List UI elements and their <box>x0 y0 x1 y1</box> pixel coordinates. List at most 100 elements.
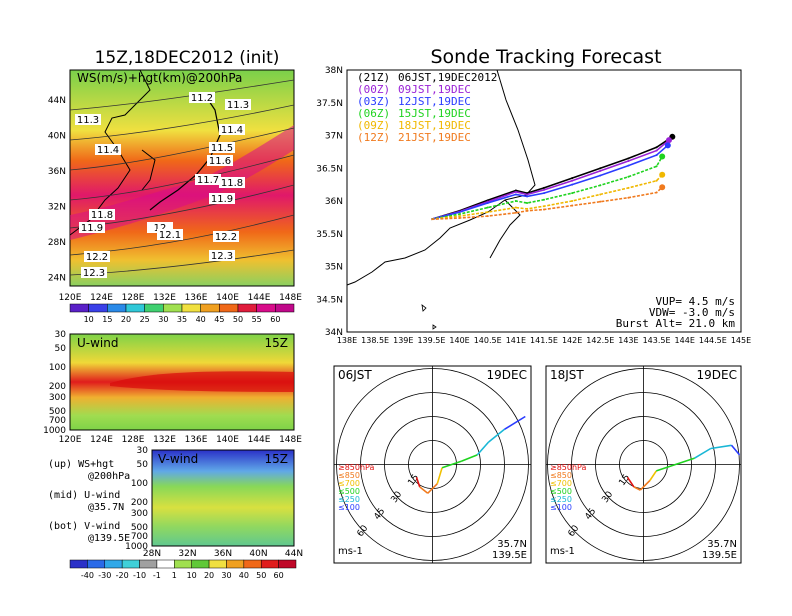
contour-label: 11.6 <box>207 155 233 167</box>
track-point <box>458 215 461 218</box>
wind-colorbar-tick: 10 <box>187 571 197 580</box>
legend-note: (mid) U-wind@35.7N <box>48 490 124 513</box>
track-point <box>514 206 517 209</box>
hodograph-segment <box>441 460 462 469</box>
track-lon-tick: 144.5E <box>699 336 727 345</box>
svg-text:11.7: 11.7 <box>197 175 219 186</box>
hodograph-level-legend: ≤250 <box>550 495 572 504</box>
uwind-pressure-tick: 300 <box>49 393 66 403</box>
track-lat-tick: 37N <box>325 132 343 142</box>
map-lat-tick: 28N <box>48 238 66 248</box>
hodograph-segment <box>649 470 657 481</box>
hodograph-segment <box>730 444 741 456</box>
vwind-time: 15Z <box>265 452 289 466</box>
svg-text:11.9: 11.9 <box>211 194 233 205</box>
uwind-lon-tick: 140E <box>216 435 239 445</box>
contour-label: 12 <box>147 222 173 234</box>
track-point <box>659 171 666 178</box>
contour-label: 12.3 <box>209 250 235 262</box>
ws-colorbar-tick: 60 <box>270 315 280 324</box>
track-point <box>514 211 517 214</box>
track-legend-entry: (12Z) 21JST,19DEC <box>357 131 471 144</box>
track-point <box>655 165 658 168</box>
contour-label: 11.9 <box>209 193 235 205</box>
track-lon-tick: 142E <box>562 336 582 345</box>
track-point <box>526 209 529 212</box>
wind-colorbar-tick: 20 <box>204 571 214 580</box>
vwind-pressure-tick: 500 <box>131 523 148 533</box>
track-point <box>486 215 489 218</box>
coastline-japan <box>149 94 221 211</box>
svg-text:12.2: 12.2 <box>215 232 237 243</box>
map-lon-tick: 140E <box>216 293 239 303</box>
wind-colorbar-cell <box>278 559 297 569</box>
track-lon-tick: 141E <box>506 336 526 345</box>
track-lon-tick: 142.5E <box>586 336 614 345</box>
wind-colorbar-tick: 30 <box>221 571 231 580</box>
wind-colorbar-tick: -1 <box>153 571 161 580</box>
track-legend-entry: (21Z) 06JST,19DEC2012 <box>357 71 497 84</box>
map-lon-tick: 128E <box>122 293 145 303</box>
track-point <box>659 184 666 191</box>
vwind-lat-tick: 40N <box>249 549 267 559</box>
track-lat-tick: 34N <box>325 328 343 338</box>
svg-text:(bot) V-wind: (bot) V-wind <box>48 521 120 532</box>
svg-text:(06Z): (06Z) <box>357 107 390 120</box>
wind-colorbar-cell <box>174 559 192 569</box>
vdw-label: VDW= -3.0 m/s <box>649 306 735 319</box>
hodograph-level-legend: ≥850hPa <box>550 463 587 472</box>
hodograph-segment <box>633 486 641 491</box>
track-point <box>571 183 574 186</box>
svg-text:(up) WS+hgt: (up) WS+hgt <box>48 459 114 470</box>
track-point <box>543 192 545 195</box>
map-lon-tick: 120E <box>59 293 82 303</box>
hodograph-level-legend: ≤700 <box>338 479 360 488</box>
track-point <box>514 190 517 193</box>
svg-text:(03Z): (03Z) <box>357 95 390 108</box>
uwind-pressure-tick: 500 <box>49 407 66 417</box>
wind-colorbar-cell <box>226 559 245 569</box>
wind-colorbar-cell <box>121 559 140 569</box>
svg-text:12JST,19DEC: 12JST,19DEC <box>398 95 471 108</box>
svg-text:(mid) U-wind: (mid) U-wind <box>48 490 120 501</box>
track-point <box>526 193 529 196</box>
wind-colorbar-tick: 50 <box>256 571 266 580</box>
track-legend-entry: (00Z) 09JST,19DEC <box>357 83 471 96</box>
svg-text:11.6: 11.6 <box>209 156 231 167</box>
vwind-lat-tick: 36N <box>214 549 232 559</box>
hodograph-level-legend: ≤700 <box>550 479 572 488</box>
svg-text:06JST,19DEC2012: 06JST,19DEC2012 <box>398 71 497 84</box>
vup-label: VUP= 4.5 m/s <box>656 295 735 308</box>
svg-text:21JST,19DEC: 21JST,19DEC <box>398 131 471 144</box>
hodograph-lon: 139.5E <box>702 550 737 561</box>
track-point <box>627 196 630 199</box>
ws-colorbar-cell <box>88 303 108 313</box>
vwind-pressure-tick: 200 <box>131 498 148 508</box>
contour-label: 11.3 <box>225 99 251 111</box>
svg-text:12.3: 12.3 <box>211 251 233 262</box>
hodograph-level-legend: ≤500 <box>550 487 572 496</box>
hodograph-segment <box>436 467 443 484</box>
wind-colorbar-cell <box>156 559 175 569</box>
hodograph-level-legend: ≤100 <box>550 503 572 512</box>
ws-colorbar-tick: 25 <box>140 315 150 324</box>
hodograph-level-legend: ≤500 <box>338 487 360 496</box>
uwind-lon-tick: 144E <box>248 435 271 445</box>
panel-legend-notes: (up) WS+hgt@200hPa (mid) U-wind@35.7N (bot… <box>48 459 130 544</box>
ws-colorbar-cell <box>181 303 201 313</box>
map-lon-tick: 124E <box>90 293 113 303</box>
ws-colorbar-tick: 20 <box>121 315 131 324</box>
svg-text:@200hPa: @200hPa <box>88 471 130 482</box>
track-point <box>458 213 461 216</box>
uwind-label: U-wind <box>77 336 118 350</box>
wind-colorbar-tick: -20 <box>116 571 129 580</box>
track-plot-area <box>346 69 742 333</box>
uwind-pressure-tick: 30 <box>55 330 67 340</box>
map-lon-tick: 136E <box>185 293 208 303</box>
track-point <box>599 200 602 203</box>
svg-text:18JST,19DEC: 18JST,19DEC <box>398 119 471 132</box>
hodograph-segment <box>675 457 695 466</box>
hodograph-lon: 139.5E <box>492 550 527 561</box>
svg-text:11.4: 11.4 <box>221 125 243 136</box>
